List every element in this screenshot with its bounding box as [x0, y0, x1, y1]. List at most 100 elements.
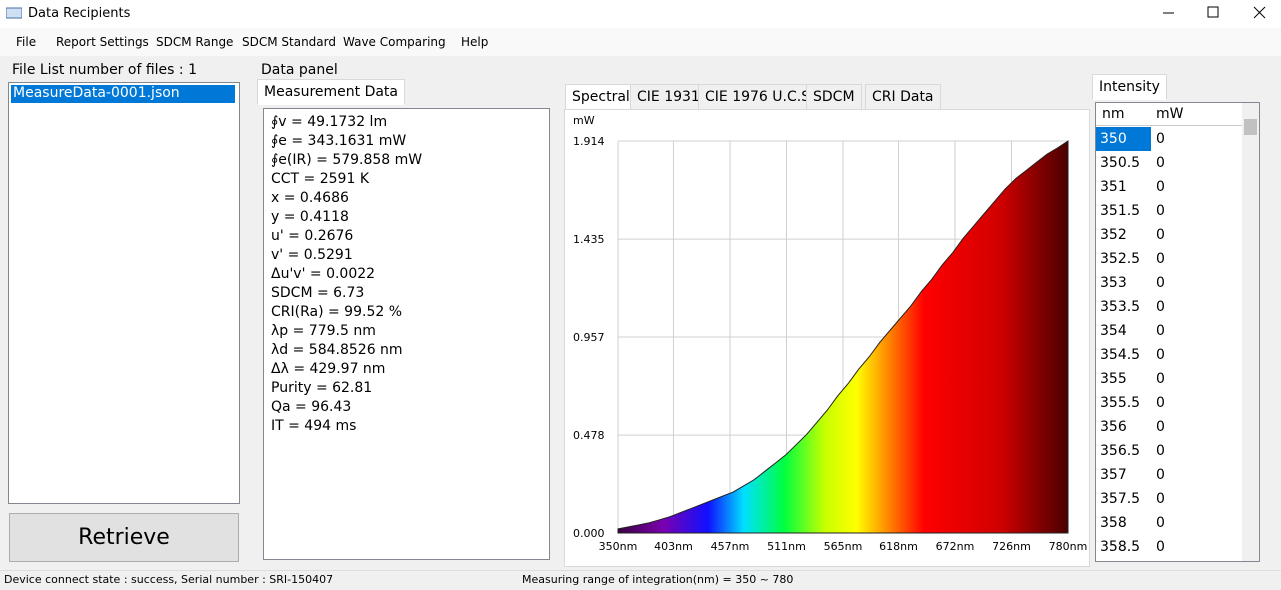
- menu-item[interactable]: SDCM Range: [156, 35, 234, 49]
- x-tick-label: 565nm: [824, 540, 863, 553]
- nm-cell: 352: [1100, 227, 1127, 243]
- intensity-table: nm mW 350 0 350.5 0 351 0 351.5 0 352 0 352.5 0 353 0…: [1095, 102, 1260, 562]
- nm-cell: 352.5: [1100, 251, 1141, 267]
- table-row[interactable]: 351.5 0: [1096, 199, 1242, 223]
- x-tick-label: 672nm: [936, 540, 975, 553]
- status-bar: Device connect state : success, Serial n…: [0, 570, 1281, 590]
- spectral-chart: mW 0.000 0.478 0.957 1.435 1.914 350nm 403nm 45…: [573, 114, 1087, 553]
- file-list: MeasureData-0001.json: [8, 82, 240, 504]
- mw-cell: 0: [1156, 371, 1165, 387]
- table-row[interactable]: 355.5 0: [1096, 391, 1242, 415]
- window-title: Data Recipients: [28, 6, 131, 21]
- mw-cell: 0: [1156, 515, 1165, 531]
- app-icon: [6, 7, 22, 19]
- status-left: Device connect state : success, Serial n…: [4, 573, 334, 586]
- table-row[interactable]: 357 0: [1096, 463, 1242, 487]
- nm-cell: 358: [1100, 515, 1127, 531]
- table-row[interactable]: 350 0: [1096, 127, 1242, 151]
- table-row[interactable]: 355 0: [1096, 367, 1242, 391]
- measurement-line: u' = 0.2676: [271, 228, 354, 244]
- chart-tab[interactable]: Spectral: [565, 84, 637, 110]
- table-row[interactable]: 357.5 0: [1096, 487, 1242, 511]
- y-tick-label: 1.914: [573, 135, 605, 148]
- scrollbar[interactable]: [1242, 103, 1259, 561]
- chart-tab[interactable]: CIE 1931: [630, 84, 707, 110]
- table-row[interactable]: 356 0: [1096, 415, 1242, 439]
- column-header: mW: [1156, 106, 1184, 122]
- x-tick-label: 403nm: [654, 540, 693, 553]
- y-tick-label: 1.435: [573, 233, 605, 246]
- measurement-line: CRI(Ra) = 99.52 %: [271, 304, 403, 320]
- measurement-line: v' = 0.5291: [271, 247, 353, 263]
- mw-cell: 0: [1156, 299, 1165, 315]
- table-row[interactable]: 353 0: [1096, 271, 1242, 295]
- intensity-tab[interactable]: Intensity: [1092, 74, 1167, 100]
- table-row[interactable]: 354.5 0: [1096, 343, 1242, 367]
- window-controls[interactable]: [1150, 0, 1281, 28]
- table-row[interactable]: 354 0: [1096, 319, 1242, 343]
- nm-cell: 353: [1100, 275, 1127, 291]
- mw-cell: 0: [1156, 419, 1165, 435]
- measurement-line: Qa = 96.43: [271, 399, 352, 415]
- table-row[interactable]: 352.5 0: [1096, 247, 1242, 271]
- measurement-tab[interactable]: Measurement Data: [257, 79, 405, 105]
- mw-cell: 0: [1156, 443, 1165, 459]
- nm-cell: 356.5: [1100, 443, 1141, 459]
- mw-cell: 0: [1156, 467, 1165, 483]
- nm-cell: 350: [1096, 127, 1151, 151]
- retrieve-button[interactable]: Retrieve: [9, 513, 239, 562]
- nm-cell: 358.5: [1100, 539, 1141, 555]
- table-row[interactable]: 358.5 0: [1096, 535, 1242, 559]
- mw-cell: 0: [1156, 491, 1165, 507]
- mw-cell: 0: [1156, 155, 1165, 171]
- table-row[interactable]: 353.5 0: [1096, 295, 1242, 319]
- x-tick-label: 780nm: [1049, 540, 1087, 553]
- menu-item[interactable]: Wave Comparing: [343, 35, 446, 49]
- measurement-line: SDCM = 6.73: [271, 285, 365, 301]
- x-tick-label: 350nm: [599, 540, 638, 553]
- nm-cell: 355: [1100, 371, 1127, 387]
- menu-item[interactable]: Help: [461, 35, 489, 49]
- mw-cell: 0: [1156, 395, 1165, 411]
- x-tick-label: 618nm: [879, 540, 918, 553]
- nm-cell: 357.5: [1100, 491, 1141, 507]
- mw-cell: 0: [1156, 227, 1165, 243]
- file-item[interactable]: MeasureData-0001.json: [11, 85, 235, 103]
- table-row[interactable]: 356.5 0: [1096, 439, 1242, 463]
- measurement-line: Δu'v' = 0.0022: [271, 266, 376, 282]
- menu-item[interactable]: Report Settings: [56, 35, 149, 49]
- chart-tab[interactable]: SDCM: [806, 84, 862, 110]
- status-right: Measuring range of integration(nm) = 350…: [522, 573, 794, 586]
- nm-cell: 351.5: [1100, 203, 1141, 219]
- mw-cell: 0: [1156, 179, 1165, 195]
- column-header: nm: [1102, 106, 1125, 122]
- nm-cell: 353.5: [1100, 299, 1141, 315]
- measurement-line: λp = 779.5 nm: [271, 323, 376, 339]
- measurement-line: λd = 584.8526 nm: [271, 342, 403, 358]
- y-tick-label: 0.000: [573, 527, 605, 540]
- table-row[interactable]: 352 0: [1096, 223, 1242, 247]
- measurement-line: ∮e(IR) = 579.858 mW: [271, 152, 423, 168]
- mw-cell: 0: [1156, 251, 1165, 267]
- mw-cell: 0: [1156, 275, 1165, 291]
- table-row[interactable]: 358 0: [1096, 511, 1242, 535]
- data-panel-title: Data panel: [261, 62, 338, 78]
- mw-cell: 0: [1156, 539, 1165, 555]
- spectrum-area: [617, 140, 1069, 534]
- chart-tab[interactable]: CRI Data: [865, 84, 941, 110]
- measurement-line: ∮v = 49.1732 lm: [271, 114, 388, 130]
- mw-cell: 0: [1156, 131, 1165, 147]
- table-row[interactable]: 350.5 0: [1096, 151, 1242, 175]
- chart-tab[interactable]: CIE 1976 U.C.S: [698, 84, 818, 110]
- nm-cell: 350.5: [1100, 155, 1141, 171]
- table-row[interactable]: 351 0: [1096, 175, 1242, 199]
- measurement-line: y = 0.4118: [271, 209, 349, 225]
- measurement-line: Purity = 62.81: [271, 380, 373, 396]
- measurement-line: Δλ = 429.97 nm: [271, 361, 386, 377]
- menu-item[interactable]: SDCM Standard: [242, 35, 336, 49]
- x-tick-label: 457nm: [711, 540, 750, 553]
- measurement-line: CCT = 2591 K: [271, 171, 369, 187]
- y-tick-label: 0.478: [573, 429, 605, 442]
- measurement-list: ∮v = 49.1732 lm ∮e = 343.1631 mW ∮e(IR) = …: [263, 108, 550, 560]
- menu-item[interactable]: File: [16, 35, 37, 49]
